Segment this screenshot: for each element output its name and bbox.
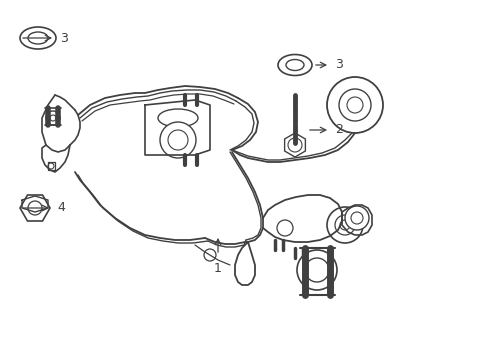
Circle shape [305,258,328,282]
Text: 4: 4 [57,202,65,215]
Text: 3: 3 [60,31,68,45]
Text: 2: 2 [334,123,342,136]
Text: 1: 1 [214,262,222,275]
Ellipse shape [278,54,311,76]
Circle shape [48,163,54,169]
Circle shape [276,220,292,236]
Circle shape [168,130,187,150]
Ellipse shape [285,59,304,71]
Circle shape [160,122,196,158]
Circle shape [346,97,362,113]
Circle shape [296,250,336,290]
Ellipse shape [28,32,48,44]
Circle shape [28,201,42,215]
Circle shape [338,89,370,121]
Circle shape [334,215,354,235]
Circle shape [350,212,362,224]
Circle shape [46,111,60,125]
Ellipse shape [158,109,198,127]
Circle shape [345,206,368,230]
Polygon shape [20,195,50,221]
Circle shape [326,77,382,133]
Circle shape [50,115,56,121]
Circle shape [287,138,302,152]
Text: 3: 3 [334,58,342,72]
Circle shape [339,220,349,230]
Circle shape [326,207,362,243]
Polygon shape [284,133,305,157]
Ellipse shape [20,27,56,49]
Circle shape [203,249,216,261]
